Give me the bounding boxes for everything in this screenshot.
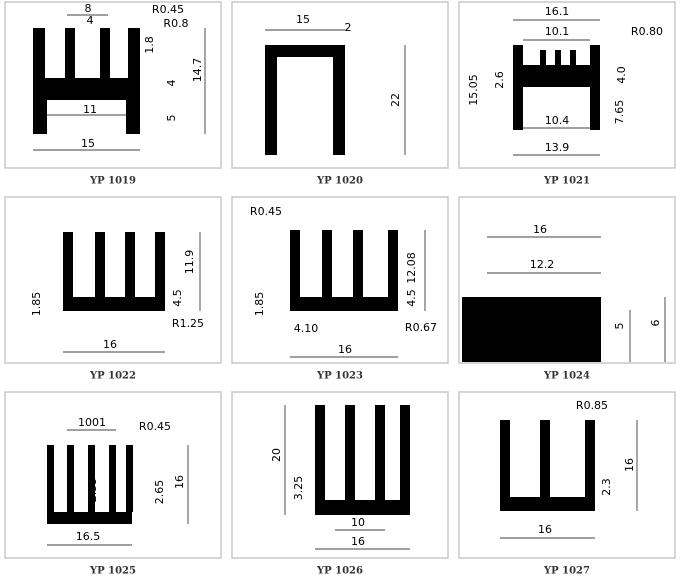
- dim: 16: [103, 338, 117, 351]
- dim: 1.85: [30, 292, 43, 317]
- dim: 20: [270, 448, 283, 462]
- caption: YP 1021: [543, 176, 590, 187]
- dim: 2.55: [86, 478, 99, 503]
- profile-1024: [462, 236, 666, 362]
- dim: 12.2: [530, 258, 555, 271]
- dim: R1.25: [172, 317, 204, 330]
- dim: 2.65: [153, 480, 166, 505]
- frames: [4, 1, 676, 559]
- dim: 15: [296, 13, 310, 26]
- dim: R0.80: [631, 25, 663, 38]
- dim: R0.85: [576, 399, 608, 412]
- dim: 11: [83, 103, 97, 116]
- dim: 2.6: [493, 71, 506, 89]
- dim: R0.45: [139, 420, 171, 433]
- dim: 4.5: [405, 289, 418, 307]
- dim: 3.25: [292, 476, 305, 501]
- profile-1021: [513, 19, 600, 156]
- dim: 7.65: [613, 100, 626, 125]
- dim: 1.8: [143, 36, 156, 54]
- caption: YP 1023: [316, 371, 363, 382]
- dim: R0.67: [405, 321, 437, 334]
- caption: YP 1022: [89, 371, 136, 382]
- dim: R0.45: [152, 3, 184, 16]
- dim: 22: [389, 93, 402, 107]
- dim: 4.0: [615, 66, 628, 84]
- dim: 13.9: [545, 141, 570, 154]
- profile-1019: [33, 14, 206, 151]
- dim: 16: [623, 458, 636, 472]
- dim: R0.8: [163, 17, 188, 30]
- profile-1025: [47, 429, 189, 546]
- caption: YP 1027: [543, 566, 590, 577]
- dim: 16.5: [76, 530, 101, 543]
- dim: 12.08: [405, 252, 418, 284]
- dim: 16.1: [545, 5, 570, 18]
- dim: 10.4: [545, 114, 570, 127]
- dim: 2.3: [600, 478, 613, 496]
- dim: 16: [173, 475, 186, 489]
- dim: 16: [351, 535, 365, 548]
- dim: 15: [81, 137, 95, 150]
- caption: YP 1024: [543, 371, 590, 382]
- profile-1027: [500, 420, 638, 539]
- dim: 1001: [78, 416, 106, 429]
- dim: 8: [85, 2, 92, 15]
- dim: 4: [165, 80, 178, 87]
- dim: 2: [345, 21, 352, 34]
- dim: 15.05: [467, 74, 480, 106]
- dim: 4.5: [171, 289, 184, 307]
- dim: 10.1: [545, 25, 570, 38]
- dim: R0.45: [250, 205, 282, 218]
- profile-1026: [284, 405, 410, 550]
- caption: YP 1020: [316, 176, 363, 187]
- profile-1022: [63, 232, 201, 353]
- dim: 6: [649, 320, 662, 327]
- profile-1023: [290, 230, 426, 358]
- dim: 5: [613, 323, 626, 330]
- dim: 11.9: [183, 250, 196, 275]
- profile-1020: [265, 29, 406, 155]
- dim: 16: [533, 223, 547, 236]
- dim: 16: [538, 523, 552, 536]
- dim: 5: [165, 115, 178, 122]
- dim: 4.10: [294, 322, 319, 335]
- dim: 1.85: [253, 292, 266, 317]
- dim: 16: [338, 343, 352, 356]
- dim: 4: [87, 14, 94, 27]
- caption: YP 1019: [89, 176, 136, 187]
- dim: 10: [351, 516, 365, 529]
- dim: 14.7: [191, 58, 204, 83]
- caption: YP 1026: [316, 566, 363, 577]
- caption: YP 1025: [89, 566, 136, 577]
